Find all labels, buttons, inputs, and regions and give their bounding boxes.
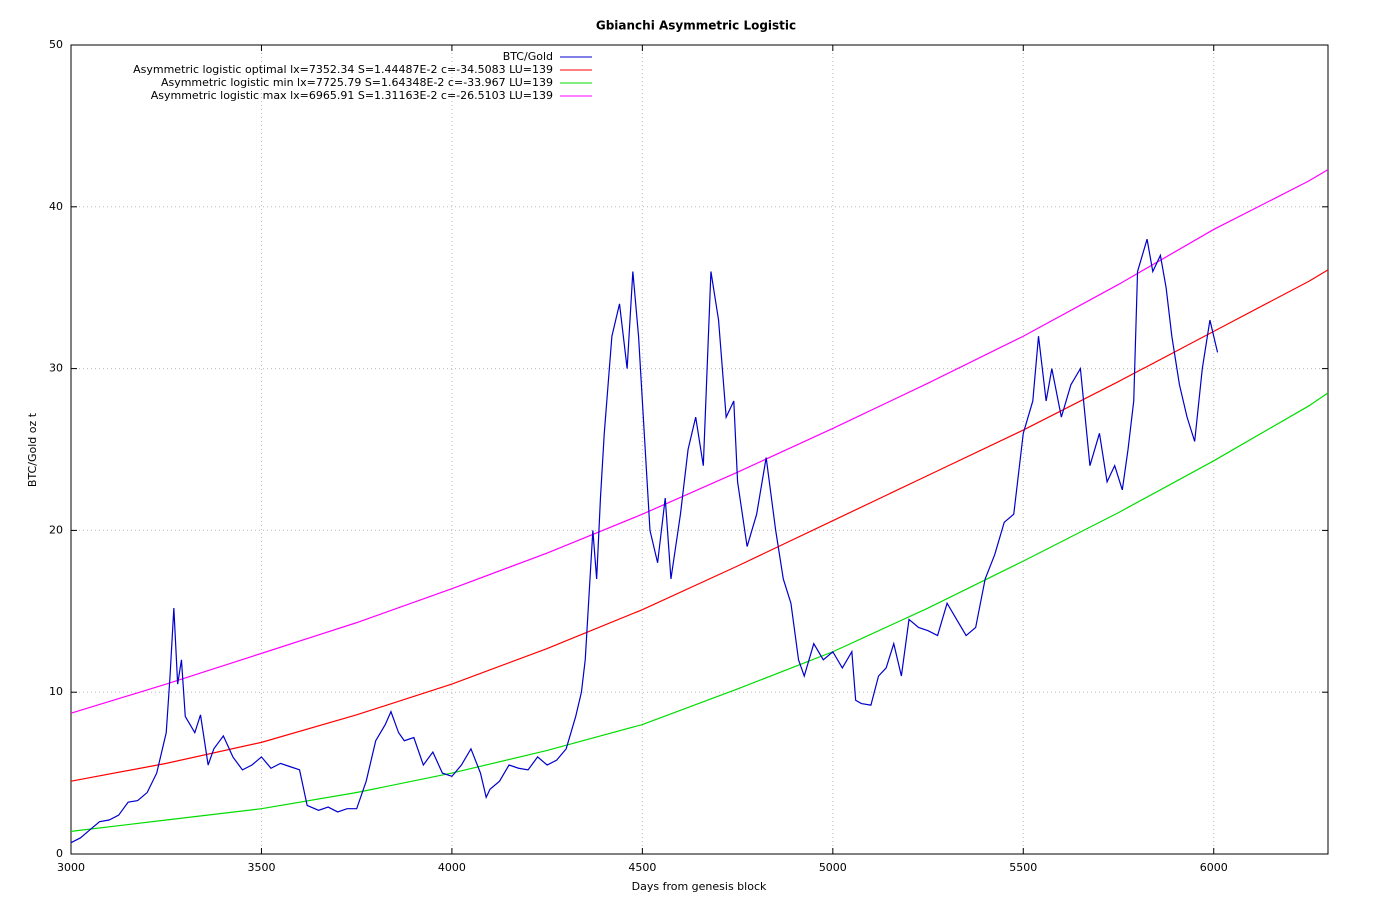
legend-label: BTC/Gold xyxy=(503,50,553,63)
y-tick-label: 40 xyxy=(49,200,63,213)
x-tick-label: 5000 xyxy=(819,861,847,874)
series-line xyxy=(70,269,1329,782)
y-tick-label: 30 xyxy=(49,362,63,375)
x-tick-label: 3500 xyxy=(247,861,275,874)
x-tick-label: 5500 xyxy=(1009,861,1037,874)
chart-title: Gbianchi Asymmetric Logistic xyxy=(596,19,796,33)
legend-label: Asymmetric logistic optimal lx=7352.34 S… xyxy=(133,63,553,76)
x-axis-label: Days from genesis block xyxy=(632,880,767,893)
y-axis-label: BTC/Gold oz t xyxy=(26,412,39,487)
legend-label: Asymmetric logistic max lx=6965.91 S=1.3… xyxy=(151,89,553,102)
plot-frame xyxy=(70,44,1329,855)
y-tick-label: 0 xyxy=(56,847,63,860)
x-tick-label: 3000 xyxy=(57,861,85,874)
y-tick-label: 50 xyxy=(49,38,63,51)
y-tick-label: 20 xyxy=(49,523,63,536)
x-tick-label: 4500 xyxy=(628,861,656,874)
series-line xyxy=(70,392,1329,832)
series-line xyxy=(70,238,1219,844)
x-tick-label: 6000 xyxy=(1200,861,1228,874)
x-tick-label: 4000 xyxy=(438,861,466,874)
y-tick-label: 10 xyxy=(49,685,63,698)
legend-label: Asymmetric logistic min lx=7725.79 S=1.6… xyxy=(161,76,553,89)
